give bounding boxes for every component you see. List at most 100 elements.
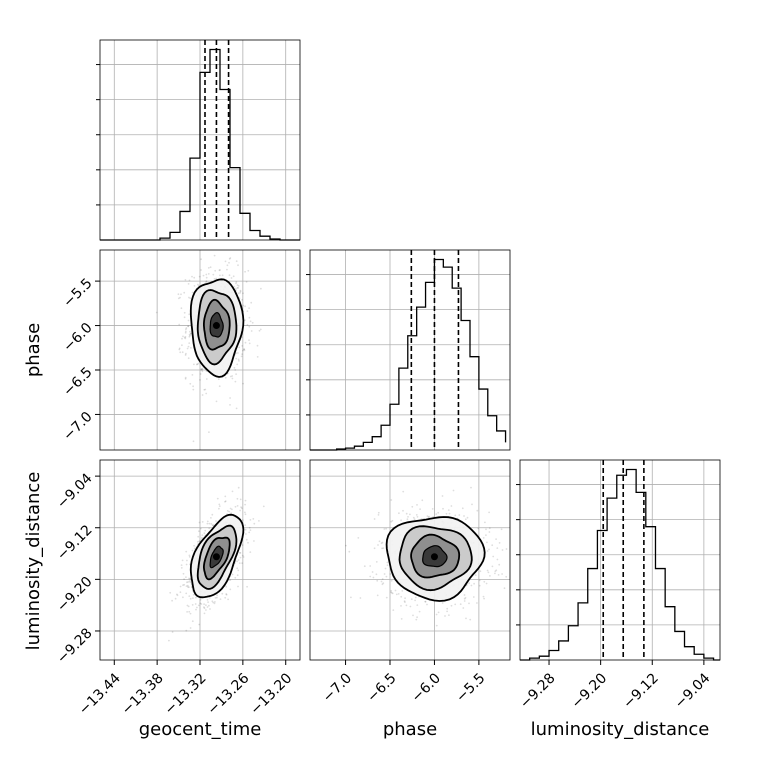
sample-point <box>236 284 239 286</box>
sample-point <box>197 284 200 287</box>
sample-point <box>413 518 416 521</box>
sample-point <box>248 531 251 534</box>
sample-point <box>416 516 419 518</box>
hist-panel-geocent-time <box>96 39 301 241</box>
sample-point <box>192 440 195 443</box>
sample-point <box>205 604 207 607</box>
xlabel-luminosity-distance: luminosity_distance <box>531 719 710 740</box>
sample-point <box>496 558 499 561</box>
sample-point <box>228 510 231 513</box>
sample-point <box>182 596 184 599</box>
sample-point <box>239 292 242 294</box>
sample-point <box>243 348 245 351</box>
sample-point <box>392 609 395 611</box>
sample-point <box>472 596 475 598</box>
sample-point <box>373 547 376 550</box>
x-tick-label: −9.04 <box>672 670 714 712</box>
sample-point <box>199 527 202 530</box>
sample-point <box>203 612 206 615</box>
sample-point <box>182 584 184 586</box>
sample-point <box>216 497 219 500</box>
sample-point <box>189 612 192 615</box>
x-tick-label: −9.28 <box>517 670 559 712</box>
sample-point <box>201 536 203 539</box>
sample-point <box>201 368 204 371</box>
sample-point <box>192 593 195 596</box>
sample-point <box>426 603 428 606</box>
sample-point <box>185 585 188 587</box>
sample-point <box>182 572 185 575</box>
sample-point <box>199 379 201 381</box>
sample-point <box>235 373 238 375</box>
sample-point <box>211 524 214 527</box>
sample-point <box>190 347 192 349</box>
sample-point <box>391 519 394 522</box>
y-tick-label: −5.5 <box>60 275 95 310</box>
sample-point <box>486 569 489 572</box>
sample-point <box>244 513 247 516</box>
sample-point <box>486 550 489 552</box>
sample-point <box>213 254 216 257</box>
sample-point <box>178 347 181 350</box>
sample-point <box>402 509 404 512</box>
sample-point <box>415 514 418 516</box>
sample-point <box>382 582 385 585</box>
sample-point <box>497 574 500 576</box>
sample-point <box>375 573 378 576</box>
sample-point <box>446 610 448 613</box>
sample-point <box>216 594 219 597</box>
sample-point <box>492 555 495 558</box>
sample-point <box>169 591 172 594</box>
sample-point <box>485 534 487 536</box>
sample-point <box>491 565 494 568</box>
sample-point <box>494 570 497 573</box>
sample-point <box>495 538 497 540</box>
sample-point <box>239 552 242 554</box>
sample-point <box>189 627 192 629</box>
sample-point <box>397 593 400 595</box>
sample-point <box>193 547 196 550</box>
sample-point <box>473 582 475 585</box>
sample-point <box>229 397 232 399</box>
sample-point <box>424 600 427 603</box>
pair-panel-geocent-time-vs-phase <box>99 249 301 451</box>
sample-point <box>239 498 242 501</box>
sample-point <box>350 596 352 599</box>
sample-point <box>210 523 213 525</box>
sample-point <box>496 547 499 549</box>
sample-point <box>209 608 211 610</box>
sample-point <box>184 377 187 380</box>
sample-point <box>244 341 247 344</box>
sample-point <box>464 518 467 521</box>
sample-point <box>225 593 228 595</box>
hist-panel-phase <box>306 249 511 451</box>
sample-point <box>412 614 414 617</box>
sample-point <box>239 289 242 292</box>
sample-point <box>219 269 221 271</box>
sample-point <box>231 377 234 380</box>
peak-marker <box>212 553 220 561</box>
sample-point <box>210 517 212 519</box>
sample-point <box>186 347 189 350</box>
x-tick-label: −13.20 <box>247 670 295 718</box>
sample-point <box>181 351 184 354</box>
sample-point <box>441 602 444 604</box>
sample-point <box>383 528 386 530</box>
sample-point <box>450 505 453 507</box>
sample-point <box>183 311 186 314</box>
sample-point <box>416 604 419 606</box>
sample-point <box>192 385 195 388</box>
sample-point <box>185 576 187 578</box>
sample-point <box>400 595 403 598</box>
sample-point <box>218 503 221 506</box>
sample-point <box>209 266 212 269</box>
sample-point <box>183 578 186 580</box>
sample-point <box>414 599 416 602</box>
sample-point <box>466 516 469 519</box>
sample-point <box>534 504 536 506</box>
sample-point <box>428 515 430 518</box>
sample-point <box>375 561 378 563</box>
sample-point <box>199 598 202 601</box>
panel-frame <box>99 39 301 241</box>
sample-point <box>250 330 253 332</box>
